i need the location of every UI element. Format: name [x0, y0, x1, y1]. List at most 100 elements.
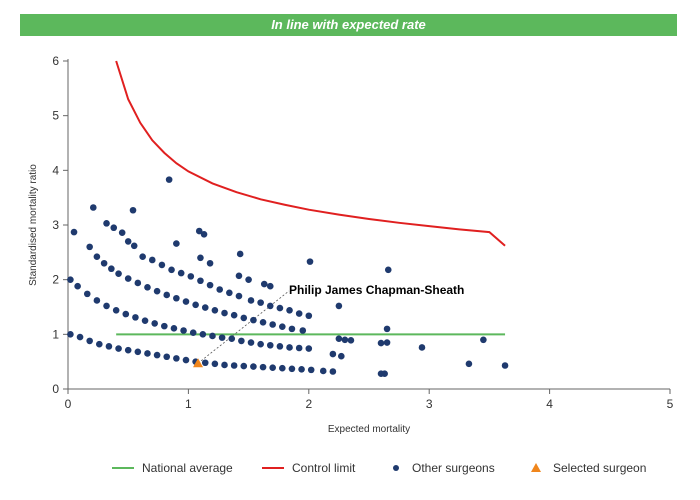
- legend-label-other-surgeons: Other surgeons: [412, 461, 495, 475]
- other-surgeon-point: [161, 322, 168, 330]
- other-surgeon-point: [501, 362, 509, 369]
- other-surgeon-point: [383, 325, 391, 333]
- other-surgeon-point: [250, 316, 257, 324]
- other-surgeon-point: [306, 258, 314, 265]
- other-surgeon-point: [228, 335, 236, 343]
- other-surgeon-point: [165, 176, 173, 183]
- x-tick-label: 5: [667, 397, 674, 411]
- other-surgeon-point: [295, 344, 303, 352]
- other-surgeon-point: [93, 253, 101, 261]
- other-surgeon-point: [250, 363, 257, 370]
- legend: National average Control limit Other surge…: [112, 461, 646, 475]
- other-surgeon-point: [170, 325, 178, 332]
- axes: 0 1 2 3 4 5 0 1 2 3 4 5 6: [52, 54, 673, 411]
- y-tick-label: 4: [52, 163, 59, 177]
- other-surgeon-point: [153, 351, 161, 359]
- other-surgeon-point: [67, 331, 74, 338]
- other-surgeon-point: [108, 265, 115, 273]
- other-surgeon-point: [335, 335, 343, 343]
- other-surgeon-point: [230, 362, 238, 369]
- selected-surgeon-point: [193, 358, 204, 368]
- other-surgeon-point: [144, 350, 151, 357]
- other-surgeon-point: [180, 327, 187, 334]
- other-surgeon-point: [199, 331, 207, 338]
- y-tick-label: 6: [52, 54, 59, 68]
- other-surgeon-point: [259, 319, 267, 326]
- other-surgeon-point: [335, 302, 343, 310]
- other-surgeon-point: [122, 310, 130, 318]
- other-surgeon-point: [153, 287, 161, 295]
- y-axis-label: Standardised mortality ratio: [28, 164, 39, 286]
- other-surgeon-point: [338, 352, 345, 360]
- other-surgeon-point: [247, 339, 255, 346]
- other-surgeon-point: [192, 301, 199, 309]
- other-surgeon-point: [118, 229, 126, 236]
- other-surgeon-point: [124, 275, 132, 282]
- other-surgeon-point: [286, 344, 293, 351]
- other-surgeon-point: [480, 336, 487, 344]
- other-surgeon-point: [238, 337, 245, 345]
- other-surgeon-point: [70, 228, 78, 236]
- other-surgeon-point: [266, 341, 274, 349]
- other-surgeon-point: [103, 302, 110, 310]
- other-surgeon-point: [83, 290, 91, 298]
- other-surgeon-point: [216, 286, 224, 293]
- other-surgeon-point: [276, 304, 284, 312]
- other-surgeon-point: [235, 292, 243, 300]
- other-surgeon-point: [257, 299, 264, 306]
- other-surgeon-point: [209, 332, 216, 340]
- other-surgeon-point: [226, 289, 233, 297]
- other-surgeon-point: [195, 227, 203, 235]
- other-surgeon-point: [189, 329, 197, 336]
- other-surgeon-point: [276, 343, 284, 350]
- other-surgeon-point: [115, 345, 122, 352]
- other-surgeon-point: [110, 224, 118, 232]
- other-surgeon-point: [182, 356, 190, 364]
- other-surgeon-point: [124, 238, 132, 245]
- other-surgeon-point: [286, 306, 293, 314]
- x-tick-label: 2: [305, 397, 312, 411]
- other-surgeon-point: [141, 317, 149, 324]
- annotation-leader-line: [197, 290, 290, 364]
- other-surgeon-point: [134, 348, 142, 356]
- other-surgeon-point: [112, 306, 120, 314]
- y-tick-label: 2: [52, 273, 59, 287]
- legend-swatch-other-surgeons: [393, 465, 399, 471]
- other-surgeon-point: [206, 281, 214, 289]
- other-surgeon-point: [236, 250, 244, 258]
- other-surgeon-point: [86, 337, 93, 345]
- other-surgeon-point: [259, 363, 267, 371]
- other-surgeon-point: [235, 272, 243, 280]
- other-surgeon-point: [329, 350, 337, 358]
- other-surgeon-point: [418, 344, 426, 351]
- other-surgeon-point: [211, 306, 219, 314]
- other-surgeon-point: [240, 362, 248, 370]
- other-surgeon-point: [67, 276, 74, 283]
- y-tick-label: 0: [52, 382, 59, 396]
- other-surgeon-point: [173, 355, 180, 362]
- other-surgeon-point: [341, 336, 349, 344]
- other-surgeon-point: [139, 253, 146, 261]
- other-surgeon-point: [158, 261, 166, 269]
- other-surgeon-point: [245, 276, 252, 283]
- other-surgeon-point: [177, 269, 185, 277]
- other-surgeon-point: [96, 340, 103, 348]
- y-tick-label: 5: [52, 109, 59, 123]
- other-surgeon-point: [247, 297, 255, 304]
- other-surgeon-point: [197, 277, 204, 285]
- other-surgeon-point: [329, 368, 337, 375]
- other-surgeon-point: [347, 337, 355, 344]
- other-surgeon-point: [132, 314, 139, 321]
- other-surgeon-point: [221, 309, 228, 317]
- legend-label-national-average: National average: [142, 461, 233, 475]
- other-surgeon-point: [240, 314, 248, 322]
- other-surgeon-point: [260, 280, 268, 288]
- other-surgeon-point: [305, 345, 313, 352]
- x-tick-label: 0: [65, 397, 72, 411]
- other-surgeon-point: [173, 240, 180, 247]
- other-surgeon-point: [187, 273, 195, 280]
- other-surgeon-point: [93, 297, 101, 304]
- other-surgeon-point: [269, 321, 276, 328]
- other-surgeon-point: [148, 256, 156, 264]
